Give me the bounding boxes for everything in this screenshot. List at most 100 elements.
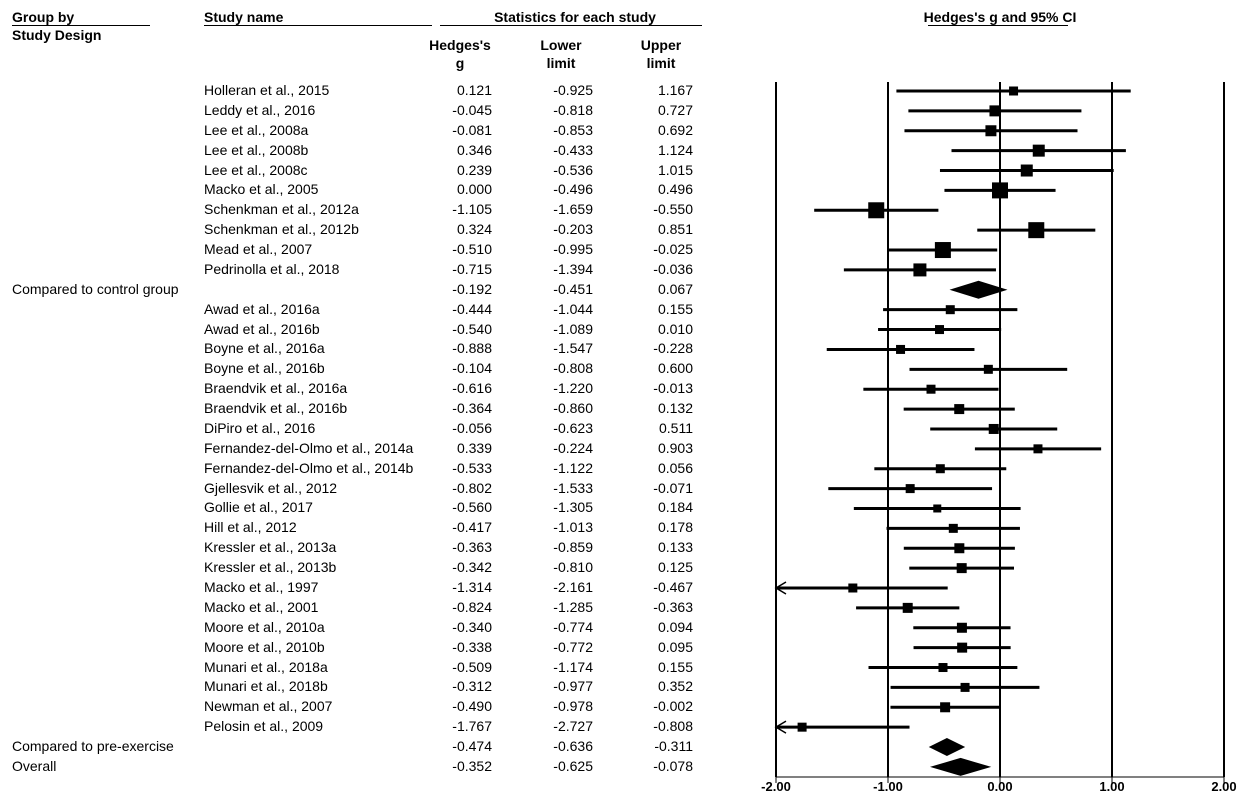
study-name: Holleran et al., 2015 [204, 82, 330, 98]
plot-title: Hedges's g and 95% CI [923, 9, 1077, 25]
hedges-g-value: -0.888 [452, 340, 492, 357]
study-name-header: Study name [204, 9, 284, 25]
lower-limit-value: -0.636 [553, 738, 593, 755]
upper-limit-value: 0.056 [657, 459, 693, 476]
hedges-g-value: -0.364 [452, 400, 492, 417]
upper-limit-value: -0.311 [654, 738, 693, 755]
study-name: Boyne et al., 2016a [204, 340, 325, 357]
hedges-g-value: -0.045 [452, 101, 492, 118]
lower-limit-value: -0.623 [553, 419, 593, 436]
upper-limit-value: 0.727 [657, 101, 693, 118]
effect-marker [956, 563, 967, 574]
overall-diamond [930, 757, 992, 776]
hedges-g-header-2: g [455, 55, 465, 71]
subgroup-label: Compared to control group [12, 280, 179, 297]
effect-marker [933, 504, 942, 513]
study-name: Macko et al., 1997 [204, 579, 319, 595]
overall-label: Overall [12, 757, 57, 774]
hedges-g-value: -0.312 [452, 678, 492, 695]
upper-limit-value: 0.132 [657, 400, 693, 417]
study-name: Kressler et al., 2013b [204, 559, 337, 576]
lower-limit-header-2: limit [546, 55, 576, 71]
x-tick-label: 0.00 [987, 779, 1012, 794]
effect-marker [848, 583, 858, 593]
study-name: Pedrinolla et al., 2018 [204, 260, 340, 277]
hedges-g-value: 0.339 [456, 439, 492, 456]
subgroup-diamond [928, 738, 966, 757]
upper-limit-value: 0.125 [657, 559, 693, 576]
subgroup-label: Compared to pre-exercise [12, 738, 174, 755]
upper-limit-value: -0.071 [653, 479, 693, 496]
hedges-g-value: -0.192 [452, 280, 492, 297]
subgroup-diamond [949, 280, 1008, 299]
study-name: Awad et al., 2016b [204, 320, 320, 337]
hedges-g-value: -0.509 [452, 658, 492, 675]
ci-arrow [774, 720, 787, 734]
study-name: Schenkman et al., 2012b [204, 221, 359, 238]
lower-limit-value: -0.496 [553, 181, 593, 198]
study-name: Kressler et al., 2013a [204, 539, 337, 556]
effect-marker [954, 543, 965, 554]
hedges-g-value: -0.342 [452, 559, 492, 576]
hedges-g-value: -0.533 [452, 459, 492, 476]
lower-limit-value: -0.925 [553, 82, 593, 98]
hedges-g-value: -0.444 [452, 300, 492, 317]
effect-marker [985, 125, 997, 137]
study-name: Braendvik et al., 2016a [204, 380, 348, 397]
study-name: Lee et al., 2008b [204, 141, 309, 158]
hedges-g-value: -0.616 [452, 380, 492, 397]
hedges-g-header-1: Hedges's [429, 37, 491, 53]
effect-marker [896, 344, 906, 354]
lower-limit-value: -0.860 [553, 400, 593, 417]
upper-limit-value: -0.808 [653, 718, 693, 735]
study-name: Schenkman et al., 2012a [204, 201, 359, 218]
study-name: Gjellesvik et al., 2012 [204, 479, 338, 496]
hedges-g-value: -0.802 [452, 479, 492, 496]
lower-limit-value: -1.089 [553, 320, 593, 337]
lower-limit-value: -1.285 [553, 598, 593, 615]
lower-limit-value: -0.224 [553, 439, 593, 456]
effect-marker [1032, 144, 1045, 157]
study-name: Moore et al., 2010a [204, 618, 325, 635]
effect-marker [913, 263, 927, 277]
study-name: Boyne et al., 2016b [204, 360, 325, 377]
study-name: Fernandez-del-Olmo et al., 2014b [204, 459, 414, 476]
upper-limit-value: 0.600 [657, 360, 693, 377]
hedges-g-value: -0.081 [452, 121, 492, 138]
upper-limit-value: -0.002 [653, 698, 693, 715]
lower-limit-value: -0.203 [553, 221, 593, 238]
study-name: DiPiro et al., 2016 [204, 419, 316, 436]
upper-limit-value: 0.067 [657, 280, 693, 297]
study-name: Awad et al., 2016a [204, 300, 320, 317]
upper-limit-value: -0.363 [653, 598, 693, 615]
hedges-g-value: 0.346 [456, 141, 492, 158]
upper-limit-header-1: Upper [640, 37, 682, 53]
effect-marker [954, 404, 965, 415]
lower-limit-value: -0.977 [553, 678, 593, 695]
upper-limit-value: 0.903 [657, 439, 693, 456]
effect-marker [905, 484, 915, 494]
effect-marker [1009, 86, 1019, 96]
lower-limit-value: -1.394 [553, 260, 593, 277]
study-name: Moore et al., 2010b [204, 638, 325, 655]
hedges-g-value: -0.340 [452, 618, 492, 635]
lower-limit-value: -0.536 [553, 161, 593, 178]
effect-marker [902, 602, 913, 613]
hedges-g-value: -1.105 [452, 201, 492, 218]
study-name: Lee et al., 2008c [204, 161, 308, 178]
group-by-header: Group by [12, 9, 75, 25]
study-name: Newman et al., 2007 [204, 698, 333, 715]
lower-limit-value: -0.451 [553, 280, 593, 297]
upper-limit-value: 1.167 [657, 82, 693, 98]
lower-limit-value: -1.122 [553, 459, 593, 476]
upper-limit-value: 0.095 [657, 638, 693, 655]
lower-limit-value: -1.013 [553, 519, 593, 536]
ci-arrow [774, 581, 787, 595]
hedges-g-value: -0.540 [452, 320, 492, 337]
hedges-g-value: 0.239 [456, 161, 492, 178]
upper-limit-value: -0.036 [653, 260, 693, 277]
hedges-g-value: -0.338 [452, 638, 492, 655]
upper-limit-value: 1.015 [657, 161, 693, 178]
hedges-g-value: 0.000 [456, 181, 492, 198]
